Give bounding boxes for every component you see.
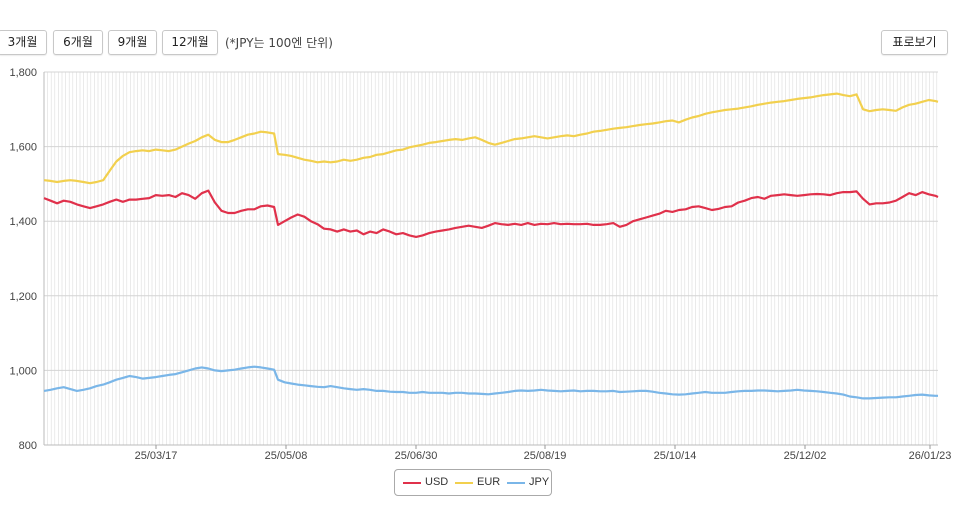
y-tick-label: 1,400 — [9, 216, 37, 228]
legend-label-eur: EUR — [477, 476, 501, 488]
series-line-jpy — [43, 365, 938, 400]
y-tick-label: 1,600 — [9, 142, 37, 154]
x-tick-label: 25/10/14 — [654, 450, 697, 462]
x-tick-label: 26/01/23 — [909, 450, 952, 462]
series-line-usd — [43, 189, 939, 238]
legend-label-jpy: JPY — [529, 476, 550, 488]
x-tick-label: 25/12/02 — [784, 450, 827, 462]
x-axis: 25/03/17 25/05/08 25/06/30 25/08/19 25/10/14… — [44, 444, 952, 462]
y-tick-label: 1,000 — [9, 365, 37, 377]
chart-legend: USD EUR JPY — [394, 469, 552, 496]
legend-item-jpy[interactable]: JPY — [507, 470, 550, 495]
x-tick-label: 25/03/17 — [135, 450, 178, 462]
x-tick-label: 25/06/30 — [395, 450, 438, 462]
unit-note: (*JPY는 100엔 단위) — [225, 36, 333, 50]
legend-swatch-usd — [403, 482, 421, 484]
table-view-button[interactable]: 표로보기 — [881, 30, 948, 55]
legend-swatch-eur — [455, 482, 473, 484]
y-axis: 800 1,000 1,200 1,400 1,600 1,800 — [9, 67, 45, 452]
x-tick-label: 25/05/08 — [265, 450, 308, 462]
period-12-months-button[interactable]: 12개월 — [162, 30, 218, 55]
toolbar: 3개월 6개월 9개월 12개월 (*JPY는 100엔 단위) 표로보기 — [0, 0, 953, 60]
legend-item-eur[interactable]: EUR — [455, 470, 501, 495]
series-line-eur — [43, 92, 939, 185]
y-tick-label: 1,800 — [9, 67, 37, 79]
period-6-months-button[interactable]: 6개월 — [53, 30, 103, 55]
y-tick-label: 1,200 — [9, 291, 37, 303]
legend-item-usd[interactable]: USD — [403, 470, 449, 495]
series-lines — [43, 92, 939, 400]
legend-swatch-jpy — [507, 482, 525, 484]
period-3-months-button[interactable]: 3개월 — [0, 30, 47, 55]
vertical-gridlines — [43, 72, 938, 445]
y-tick-label: 800 — [19, 440, 37, 452]
horizontal-gridlines — [44, 71, 938, 446]
legend-label-usd: USD — [425, 476, 449, 488]
period-9-months-button[interactable]: 9개월 — [108, 30, 157, 55]
x-tick-label: 25/08/19 — [524, 450, 567, 462]
